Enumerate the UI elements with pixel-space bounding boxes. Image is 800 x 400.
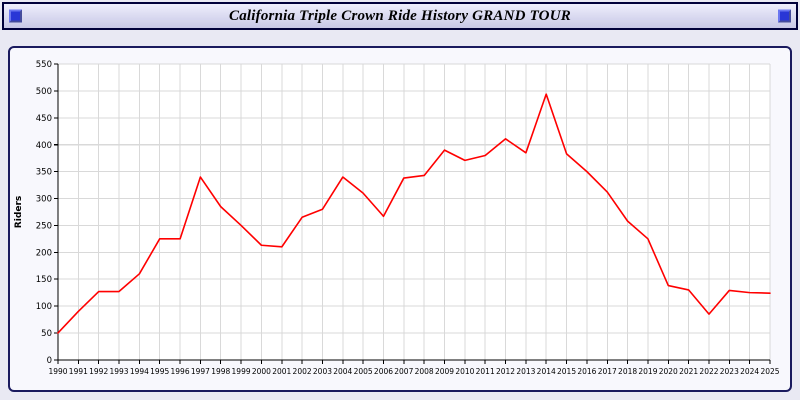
svg-text:2018: 2018 bbox=[618, 367, 637, 376]
svg-text:2009: 2009 bbox=[435, 367, 454, 376]
svg-text:2003: 2003 bbox=[313, 367, 332, 376]
svg-text:2006: 2006 bbox=[374, 367, 393, 376]
svg-text:2025: 2025 bbox=[760, 367, 779, 376]
header-bar: California Triple Crown Ride History GRA… bbox=[2, 2, 798, 30]
svg-text:2004: 2004 bbox=[333, 367, 352, 376]
svg-text:350: 350 bbox=[36, 168, 52, 178]
svg-text:1999: 1999 bbox=[232, 367, 251, 376]
svg-text:1990: 1990 bbox=[48, 367, 67, 376]
svg-text:100: 100 bbox=[36, 302, 52, 312]
svg-text:1991: 1991 bbox=[69, 367, 88, 376]
svg-text:1996: 1996 bbox=[171, 367, 190, 376]
svg-text:2020: 2020 bbox=[659, 367, 678, 376]
svg-text:2011: 2011 bbox=[476, 367, 495, 376]
svg-text:2016: 2016 bbox=[577, 367, 596, 376]
svg-text:2014: 2014 bbox=[537, 367, 556, 376]
svg-text:550: 550 bbox=[36, 60, 52, 70]
tick-marks bbox=[54, 63, 771, 364]
svg-text:1993: 1993 bbox=[109, 367, 128, 376]
page-title: California Triple Crown Ride History GRA… bbox=[229, 7, 571, 24]
svg-text:2022: 2022 bbox=[699, 367, 718, 376]
svg-text:450: 450 bbox=[36, 114, 52, 124]
svg-text:1995: 1995 bbox=[150, 367, 169, 376]
svg-text:2017: 2017 bbox=[598, 367, 617, 376]
svg-text:400: 400 bbox=[36, 141, 52, 151]
svg-text:500: 500 bbox=[36, 87, 52, 97]
svg-text:250: 250 bbox=[36, 221, 52, 231]
svg-text:0: 0 bbox=[47, 356, 52, 366]
svg-text:2001: 2001 bbox=[272, 367, 291, 376]
y-tick-labels: 0 50 100 150 200 250 300 350 400 450 500 550 bbox=[36, 60, 52, 366]
svg-text:1992: 1992 bbox=[89, 367, 108, 376]
svg-text:2008: 2008 bbox=[415, 367, 434, 376]
svg-text:2005: 2005 bbox=[354, 367, 373, 376]
svg-text:150: 150 bbox=[36, 275, 52, 285]
svg-text:50: 50 bbox=[41, 329, 52, 339]
series-line-riders bbox=[57, 93, 771, 334]
svg-text:2019: 2019 bbox=[638, 367, 657, 376]
svg-text:2012: 2012 bbox=[496, 367, 515, 376]
x-tick-labels: 1990 1991 1992 1993 1994 1995 1996 1997 1998 1999… bbox=[48, 367, 779, 376]
header-right-square-icon bbox=[778, 9, 791, 23]
y-axis-title: Riders bbox=[14, 196, 24, 229]
svg-text:200: 200 bbox=[36, 248, 52, 258]
svg-text:1994: 1994 bbox=[130, 367, 149, 376]
plot-area bbox=[58, 64, 770, 360]
svg-text:1998: 1998 bbox=[211, 367, 230, 376]
gridlines bbox=[57, 63, 771, 361]
svg-text:300: 300 bbox=[36, 195, 52, 205]
svg-text:2023: 2023 bbox=[720, 367, 739, 376]
svg-text:1997: 1997 bbox=[191, 367, 210, 376]
svg-text:2013: 2013 bbox=[516, 367, 535, 376]
svg-text:2007: 2007 bbox=[394, 367, 413, 376]
svg-text:2002: 2002 bbox=[293, 367, 312, 376]
svg-text:2024: 2024 bbox=[740, 367, 759, 376]
header-left-square-icon bbox=[9, 9, 22, 23]
svg-text:2000: 2000 bbox=[252, 367, 271, 376]
chart-container: 0 50 100 150 200 250 300 350 400 450 500 550 1990 199… bbox=[8, 46, 792, 392]
svg-text:2010: 2010 bbox=[455, 367, 474, 376]
svg-text:2015: 2015 bbox=[557, 367, 576, 376]
svg-text:2021: 2021 bbox=[679, 367, 698, 376]
axes bbox=[57, 64, 770, 361]
